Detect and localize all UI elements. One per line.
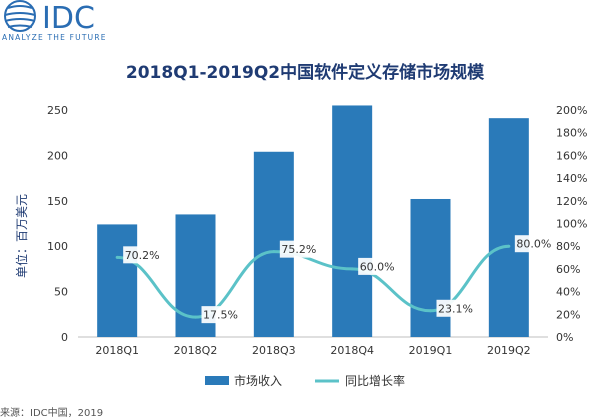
y2-tick-label: 100% (556, 218, 587, 231)
growth-rate-point (350, 267, 354, 271)
growth-rate-point (194, 315, 197, 319)
plot-area: 0 50 100 150 200 250 0% 20% 40% 60% 80% 100% 120% 140… (47, 104, 587, 357)
x-tick-label: 2018Q1 (95, 344, 139, 357)
y2-tick-label: 160% (556, 149, 587, 162)
y-tick-label: 200 (47, 149, 68, 162)
data-label-bg (201, 306, 240, 324)
y-tick-label: 0 (61, 331, 68, 344)
y-tick-label: 50 (54, 286, 68, 299)
legend-line-label: 同比增长率 (345, 373, 405, 388)
data-label: 60.0% (360, 260, 395, 273)
logo-tagline: ANALYZE THE FUTURE (2, 33, 107, 42)
y2-tick-label: 60% (556, 263, 580, 276)
data-label-bg (358, 257, 397, 275)
logo-text: IDC (42, 1, 95, 36)
bar-2019q2 (488, 118, 529, 337)
y2-tick-label: 140% (556, 172, 587, 185)
y2-tick-label: 120% (556, 195, 587, 208)
y-tick-label: 250 (47, 104, 68, 117)
source-note: 来源：IDC中国，2019 (0, 408, 104, 419)
x-tick-label: 2019Q2 (487, 344, 531, 357)
y-axis-label: 单位：百万美元 (14, 194, 29, 278)
data-label: 75.2% (281, 243, 316, 256)
y2-tick-label: 0% (556, 331, 573, 344)
bar-2018q1 (97, 224, 138, 337)
x-tick-label: 2018Q2 (174, 344, 218, 357)
legend-bar-swatch (205, 376, 229, 385)
y-tick-label: 150 (47, 195, 68, 208)
data-label: 80.0% (516, 238, 551, 251)
y2-tick-label: 200% (556, 104, 587, 117)
data-label: 70.2% (125, 249, 160, 262)
data-label-bg (436, 299, 475, 317)
chart-title: 2018Q1-2019Q2中国软件定义存储市场规模 (126, 62, 485, 83)
x-tick-label: 2018Q4 (330, 344, 374, 357)
growth-rate-point (507, 244, 511, 248)
growth-rate-point (115, 255, 119, 259)
growth-rate-point (429, 309, 432, 313)
data-label-bg (123, 246, 162, 264)
y2-tick-label: 80% (556, 240, 580, 253)
y-tick-label: 100 (47, 240, 68, 253)
legend: 市场收入 同比增长率 (205, 373, 405, 388)
idc-logo: IDC ANALYZE THE FUTURE (0, 0, 140, 44)
x-tick-label: 2018Q3 (252, 344, 296, 357)
legend-bar-label: 市场收入 (234, 373, 282, 388)
growth-rate-point (272, 250, 276, 254)
data-label: 23.1% (438, 302, 473, 315)
y2-tick-label: 20% (556, 308, 580, 321)
data-label-bg (514, 235, 553, 253)
data-label: 17.5% (203, 309, 238, 322)
bar-2018q4 (332, 105, 373, 338)
x-tick-label: 2019Q1 (409, 344, 453, 357)
idc-globe-icon (4, 0, 36, 32)
y2-tick-label: 40% (556, 286, 580, 299)
y2-tick-label: 180% (556, 127, 587, 140)
data-label-bg (279, 240, 318, 258)
